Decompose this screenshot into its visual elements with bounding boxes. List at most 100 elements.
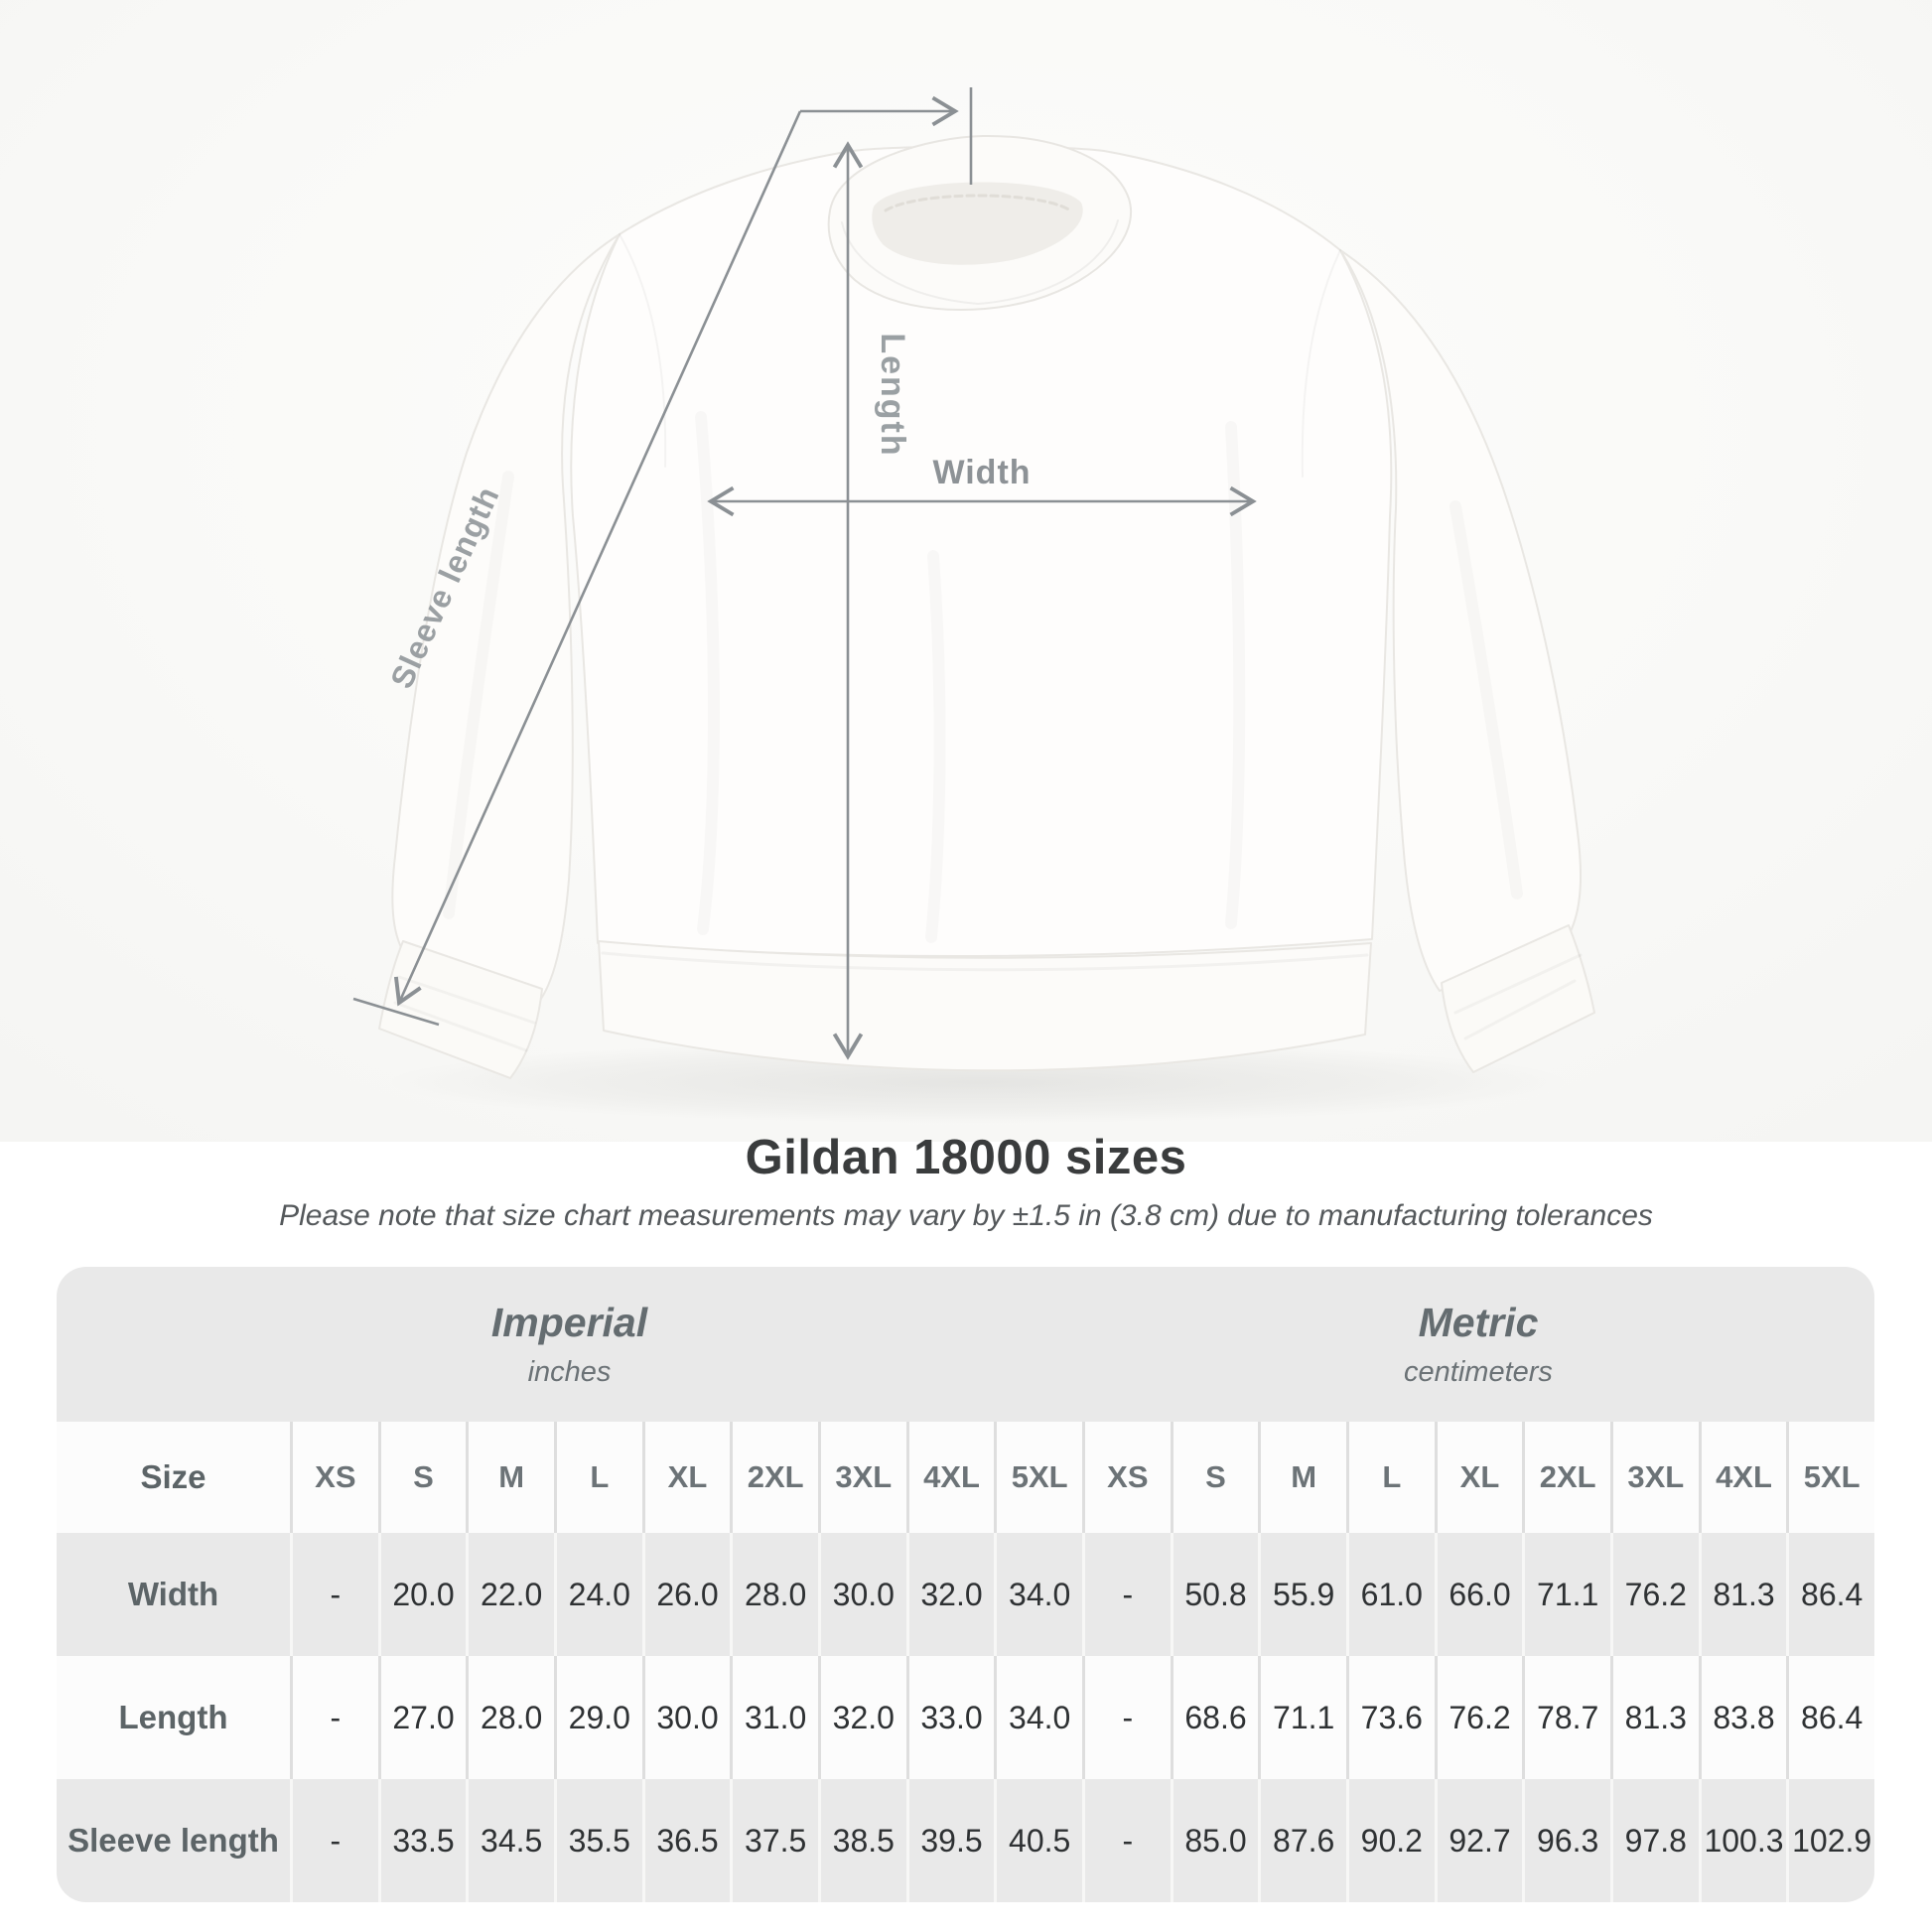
table-cell: - [290,1779,378,1902]
table-cell: 26.0 [641,1533,731,1656]
column-header: M [1258,1422,1346,1533]
metric-group-header: Metric centimeters [1082,1267,1874,1422]
row-label: Width [127,1576,219,1612]
row-label: Length [118,1699,228,1735]
column-header: XL [641,1422,731,1533]
table-cell: 81.3 [1698,1533,1787,1656]
column-header: M [466,1422,554,1533]
table-cell: 32.0 [817,1656,906,1779]
table-cell: 28.0 [466,1656,554,1779]
width-label: Width [932,454,1031,491]
table-cell: 36.5 [641,1779,731,1902]
table-cell: 68.6 [1170,1656,1259,1779]
table-cell: 50.8 [1170,1533,1259,1656]
column-header: L [1345,1422,1435,1533]
size-corner-label: Size [140,1458,207,1495]
table-cell: 39.5 [905,1779,995,1902]
sweatshirt-diagram: Length Width Sleeve length [352,87,1595,1124]
size-header-row: Size XS S M L XL 2XL 3XL 4XL 5XL XS S M L XL 2XL 3XL 4XL… [57,1422,1874,1533]
table-cell: 27.0 [377,1656,467,1779]
table-cell: - [1081,1656,1171,1779]
size-table: Imperial inches Metric centimeters Size … [57,1267,1874,1902]
table-row: Sleeve length -33.5 34.5 35.5 36.5 37.5 38.5 39… [57,1779,1874,1902]
column-header: 5XL [1786,1422,1874,1533]
table-cell: 33.0 [905,1656,995,1779]
table-cell: 71.1 [1258,1656,1346,1779]
imperial-title: Imperial [490,1300,648,1345]
table-cell: 102.9 [1786,1779,1874,1902]
table-cell: 71.1 [1522,1533,1610,1656]
table-cell: - [290,1533,378,1656]
table-cell: 34.0 [994,1656,1082,1779]
table-cell: 28.0 [730,1533,818,1656]
table-row: Width -20.0 22.0 24.0 26.0 28.0 30.0 32.0 34.0-5… [57,1533,1874,1656]
table-cell: 22.0 [466,1533,554,1656]
table-cell: 87.6 [1258,1779,1346,1902]
column-header: 4XL [905,1422,995,1533]
column-header: 5XL [994,1422,1082,1533]
table-cell: 32.0 [905,1533,995,1656]
table-cell: 30.0 [817,1533,906,1656]
length-label: Length [874,333,911,457]
table-cell: - [1081,1533,1171,1656]
table-cell: 96.3 [1522,1779,1610,1902]
table-cell: 61.0 [1345,1533,1435,1656]
table-cell: - [1081,1779,1171,1902]
column-header: S [1170,1422,1259,1533]
column-header: 3XL [1609,1422,1699,1533]
sleeve-measure-diagonal [393,110,802,1007]
table-cell: 34.5 [466,1779,554,1902]
column-header: 4XL [1698,1422,1787,1533]
table-cell: 73.6 [1345,1656,1435,1779]
column-header: XL [1434,1422,1523,1533]
column-header: L [553,1422,642,1533]
table-cell: 33.5 [377,1779,467,1902]
table-cell: 97.8 [1609,1779,1699,1902]
table-cell: 81.3 [1609,1656,1699,1779]
table-row: Length -27.0 28.0 29.0 30.0 31.0 32.0 33.0 34.0-… [57,1656,1874,1779]
table-cell: 34.0 [994,1533,1082,1656]
table-cell: 37.5 [730,1779,818,1902]
imperial-group-header: Imperial inches [57,1267,1082,1422]
sleeve-measure-tick-bottom [352,997,440,1027]
table-cell: 100.3 [1698,1779,1787,1902]
table-cell: 86.4 [1786,1656,1874,1779]
column-header: 2XL [1522,1422,1610,1533]
table-cell: - [290,1656,378,1779]
imperial-unit: inches [527,1356,612,1388]
table-cell: 76.2 [1609,1533,1699,1656]
measurement-lines [352,87,1257,1060]
product-photo-area: Length Width Sleeve length [0,0,1932,1142]
table-cell: 92.7 [1434,1779,1523,1902]
row-label: Sleeve length [68,1822,279,1859]
column-header: XS [1081,1422,1171,1533]
table-cell: 30.0 [641,1656,731,1779]
table-cell: 78.7 [1522,1656,1610,1779]
table-cell: 40.5 [994,1779,1082,1902]
column-header: S [377,1422,467,1533]
metric-unit: centimeters [1404,1356,1553,1388]
table-cell: 29.0 [553,1656,642,1779]
table-cell: 76.2 [1434,1656,1523,1779]
table-cell: 55.9 [1258,1533,1346,1656]
page-title: Gildan 18000 sizes [745,1131,1187,1184]
table-cell: 66.0 [1434,1533,1523,1656]
column-header: XS [290,1422,378,1533]
column-header: 3XL [817,1422,906,1533]
sweatshirt-right-cuff [1441,924,1595,1073]
metric-title: Metric [1418,1300,1539,1345]
table-cell: 90.2 [1345,1779,1435,1902]
table-cell: 24.0 [553,1533,642,1656]
table-cell: 85.0 [1170,1779,1259,1902]
table-cell: 38.5 [817,1779,906,1902]
table-cell: 86.4 [1786,1533,1874,1656]
unit-group-row: Imperial inches Metric centimeters [57,1267,1874,1422]
table-cell: 20.0 [377,1533,467,1656]
sweatshirt-left-cuff [378,940,543,1079]
column-header: 2XL [730,1422,818,1533]
table-cell: 31.0 [730,1656,818,1779]
collar-opening [872,182,1083,265]
table-cell: 83.8 [1698,1656,1787,1779]
garment-shadow [382,1040,1574,1124]
